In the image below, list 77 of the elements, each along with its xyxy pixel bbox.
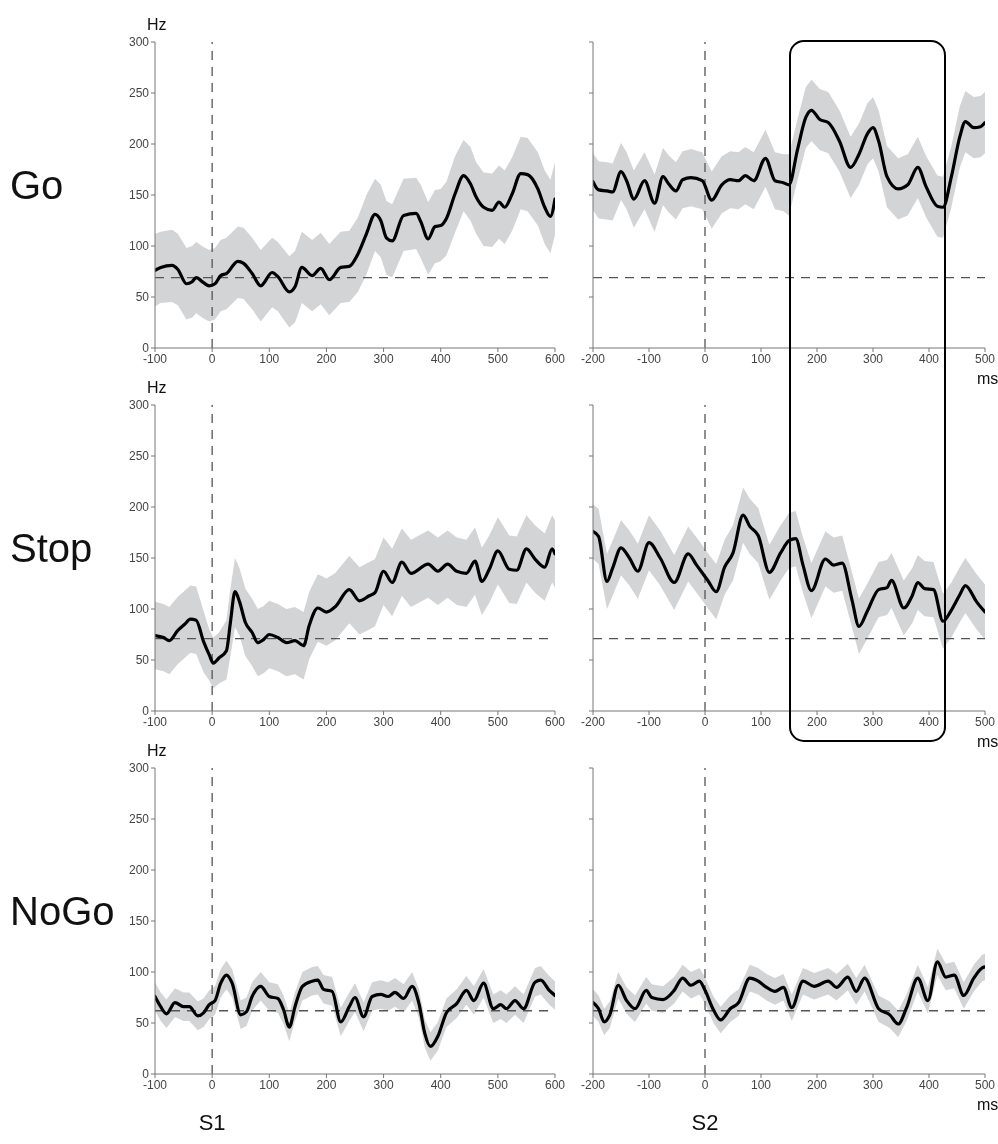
- x-tick-label: 100: [750, 1077, 772, 1092]
- x-tick-label: 600: [544, 351, 566, 366]
- x-tick-label: 100: [259, 714, 280, 729]
- x-tick-label: 400: [430, 1077, 452, 1092]
- y-tick-label: 250: [128, 449, 150, 464]
- text: S2: [690, 1110, 720, 1136]
- x-tick-label: 100: [750, 351, 772, 366]
- y-axis-title: Hz: [147, 379, 167, 397]
- y-tick-label: 150: [128, 914, 150, 929]
- y-tick-label: 100: [128, 602, 150, 617]
- text: S1: [197, 1110, 227, 1136]
- x-tick-label: 300: [373, 351, 394, 366]
- x-axis-title: ms: [977, 370, 998, 388]
- y-tick-label: 100: [128, 965, 150, 980]
- x-axis-title: ms: [977, 1096, 998, 1114]
- x-axis-title: ms: [977, 733, 998, 751]
- x-tick-label: 500: [974, 1077, 996, 1092]
- x-tick-label: 100: [750, 714, 772, 729]
- y-tick-label: 300: [128, 35, 150, 50]
- text: Stop: [10, 526, 93, 571]
- y-axis-title: Hz: [147, 742, 167, 760]
- x-tick-label: 400: [430, 351, 452, 366]
- x-tick-label: 200: [316, 351, 337, 366]
- x-tick-label: -200: [580, 1077, 606, 1092]
- x-tick-label: 300: [373, 1077, 394, 1092]
- x-tick-label: -100: [142, 1077, 168, 1092]
- y-tick-label: 50: [135, 653, 150, 668]
- y-tick-label: 200: [128, 863, 150, 878]
- x-tick-label: 0: [701, 714, 709, 729]
- x-tick-label: 400: [918, 351, 940, 366]
- y-tick-label: 200: [128, 137, 150, 152]
- y-tick-label: 100: [128, 239, 150, 254]
- x-tick-label: -100: [142, 714, 168, 729]
- y-tick-label: 150: [128, 188, 150, 203]
- y-tick-label: 50: [135, 1016, 150, 1031]
- x-tick-label: 400: [918, 1077, 940, 1092]
- y-tick-label: 250: [128, 86, 150, 101]
- y-axis-title: Hz: [147, 16, 167, 34]
- x-tick-label: 400: [918, 714, 940, 729]
- x-tick-label: -100: [636, 1077, 662, 1092]
- y-tick-label: 300: [128, 761, 150, 776]
- x-tick-label: 0: [208, 714, 216, 729]
- y-tick-label: 200: [128, 500, 150, 515]
- x-tick-label: 500: [487, 1077, 509, 1092]
- text: NoGo: [10, 889, 115, 934]
- text: Go: [10, 163, 64, 208]
- x-tick-label: 100: [259, 351, 280, 366]
- y-tick-label: 300: [128, 398, 150, 413]
- x-tick-label: 300: [373, 714, 394, 729]
- x-tick-label: 200: [316, 1077, 337, 1092]
- x-tick-label: 500: [974, 714, 996, 729]
- x-tick-label: 300: [862, 351, 884, 366]
- x-tick-label: 600: [544, 1077, 566, 1092]
- x-tick-label: 600: [544, 714, 566, 729]
- x-tick-label: 0: [701, 351, 709, 366]
- y-tick-label: 250: [128, 812, 150, 827]
- x-tick-label: 400: [430, 714, 452, 729]
- x-tick-label: -100: [636, 351, 662, 366]
- x-tick-label: 0: [208, 1077, 216, 1092]
- y-tick-label: 50: [135, 290, 150, 305]
- y-tick-label: 150: [128, 551, 150, 566]
- x-tick-label: 200: [316, 714, 337, 729]
- x-tick-label: 500: [487, 714, 509, 729]
- x-tick-label: 0: [701, 1077, 709, 1092]
- x-tick-label: -100: [142, 351, 168, 366]
- x-tick-label: 500: [974, 351, 996, 366]
- x-tick-label: 200: [806, 714, 828, 729]
- x-tick-label: -200: [580, 714, 606, 729]
- x-tick-label: 500: [487, 351, 509, 366]
- x-tick-label: 200: [806, 1077, 828, 1092]
- x-tick-label: 300: [862, 1077, 884, 1092]
- x-tick-label: 300: [862, 714, 884, 729]
- x-tick-label: 0: [208, 351, 216, 366]
- x-tick-label: 200: [806, 351, 828, 366]
- x-tick-label: 100: [259, 1077, 280, 1092]
- x-tick-label: -100: [636, 714, 662, 729]
- x-tick-label: -200: [580, 351, 606, 366]
